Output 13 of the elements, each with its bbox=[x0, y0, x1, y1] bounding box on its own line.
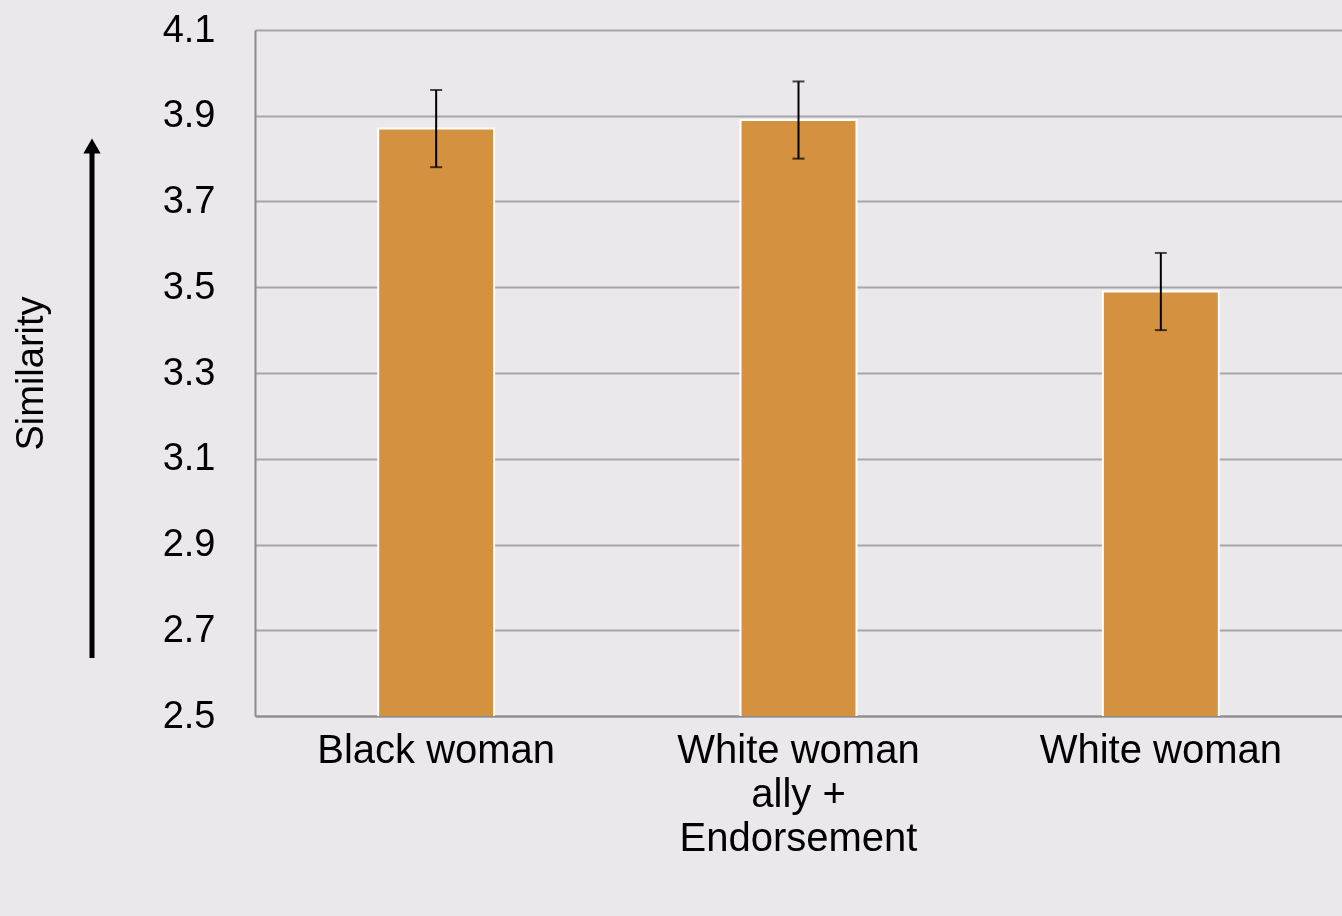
y-tick-label: 2.9 bbox=[162, 522, 216, 564]
y-tick-label: 3.7 bbox=[162, 179, 216, 221]
y-tick-label: 3.1 bbox=[162, 436, 216, 479]
y-tick-label: 3.3 bbox=[162, 350, 216, 393]
y-tick-label: 3.9 bbox=[162, 93, 216, 136]
x-tick-label: White woman bbox=[1039, 726, 1282, 771]
y-tick-label: 4.1 bbox=[162, 7, 216, 50]
y-axis-title: Similarity bbox=[8, 296, 51, 451]
y-tick-label: 2.7 bbox=[162, 607, 216, 650]
y-tick-label: 2.5 bbox=[162, 693, 216, 736]
x-tick-label: Black woman bbox=[317, 726, 556, 771]
x-tick-label: White woman ally + Endorsement bbox=[677, 726, 920, 859]
y-tick-label: 3.5 bbox=[162, 264, 216, 307]
